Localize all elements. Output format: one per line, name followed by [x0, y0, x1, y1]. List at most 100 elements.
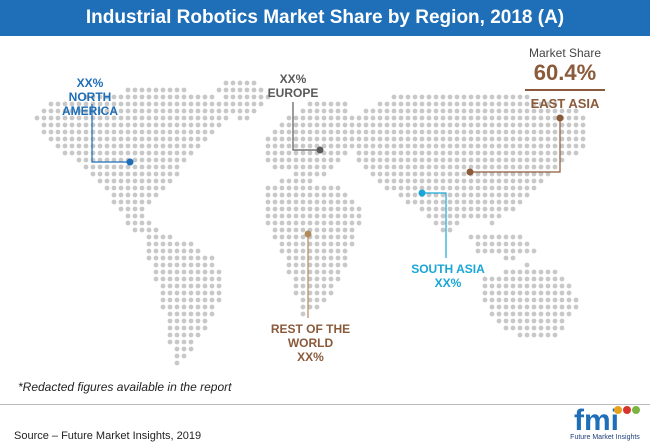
map-dot: [517, 199, 523, 205]
map-dot: [160, 115, 166, 121]
map-dot: [328, 199, 334, 205]
map-dot: [216, 283, 222, 289]
map-dot: [300, 171, 306, 177]
map-dot: [41, 108, 47, 114]
map-dot: [545, 290, 551, 296]
map-dot: [454, 122, 460, 128]
map-dot: [356, 143, 362, 149]
map-dot: [342, 192, 348, 198]
map-dot: [384, 185, 390, 191]
map-dot: [307, 171, 313, 177]
map-dot: [440, 136, 446, 142]
south-asia-label: SOUTH ASIA XX%: [398, 262, 498, 290]
map-dot: [300, 269, 306, 275]
map-dot: [398, 129, 404, 135]
map-dot: [321, 220, 327, 226]
map-dot: [272, 129, 278, 135]
map-dot: [496, 241, 502, 247]
map-dot: [153, 150, 159, 156]
map-dot: [286, 136, 292, 142]
map-dot: [468, 164, 474, 170]
map-dot: [300, 311, 306, 317]
map-dot: [293, 157, 299, 163]
map-dot: [167, 136, 173, 142]
map-dot: [153, 122, 159, 128]
map-dot: [538, 297, 544, 303]
map-dot: [111, 171, 117, 177]
map-dot: [104, 94, 110, 100]
map-dot: [314, 269, 320, 275]
map-dot: [146, 241, 152, 247]
map-dot: [97, 164, 103, 170]
map-dot: [552, 115, 558, 121]
map-dot: [496, 136, 502, 142]
map-dot: [160, 94, 166, 100]
map-dot: [195, 290, 201, 296]
map-dot: [461, 108, 467, 114]
map-dot: [300, 178, 306, 184]
map-dot: [293, 241, 299, 247]
map-dot: [524, 332, 530, 338]
map-dot: [524, 157, 530, 163]
map-dot: [209, 129, 215, 135]
map-dot: [328, 234, 334, 240]
map-dot: [174, 143, 180, 149]
map-dot: [83, 122, 89, 128]
map-dot: [132, 164, 138, 170]
map-dot: [153, 241, 159, 247]
map-dot: [188, 311, 194, 317]
map-dot: [153, 108, 159, 114]
map-dot: [482, 101, 488, 107]
map-dot: [545, 269, 551, 275]
map-dot: [104, 164, 110, 170]
map-dot: [412, 136, 418, 142]
map-dot: [174, 150, 180, 156]
map-dot: [454, 143, 460, 149]
map-dot: [97, 94, 103, 100]
map-dot: [132, 206, 138, 212]
map-dot: [202, 290, 208, 296]
rest-of-world-marker: [304, 230, 312, 238]
south-asia-name: SOUTH ASIA: [411, 262, 485, 276]
map-dot: [496, 129, 502, 135]
map-dot: [97, 136, 103, 142]
map-dot: [314, 255, 320, 261]
map-dot: [300, 164, 306, 170]
map-dot: [328, 157, 334, 163]
east-asia-caption: Market Share: [528, 46, 602, 60]
map-dot: [83, 108, 89, 114]
map-dot: [111, 122, 117, 128]
map-dot: [545, 304, 551, 310]
map-dot: [104, 143, 110, 149]
map-dot: [307, 283, 313, 289]
map-dot: [139, 115, 145, 121]
map-dot: [209, 276, 215, 282]
map-dot: [328, 255, 334, 261]
map-dot: [167, 164, 173, 170]
map-dot: [209, 283, 215, 289]
map-dot: [517, 290, 523, 296]
map-dot: [279, 199, 285, 205]
map-dot: [454, 115, 460, 121]
map-dot: [496, 185, 502, 191]
map-dot: [69, 101, 75, 107]
map-dot: [286, 213, 292, 219]
map-dot: [559, 150, 565, 156]
map-dot: [503, 185, 509, 191]
map-dot: [97, 115, 103, 121]
map-dot: [349, 241, 355, 247]
map-dot: [468, 150, 474, 156]
map-dot: [328, 143, 334, 149]
map-dot: [328, 185, 334, 191]
map-dot: [524, 164, 530, 170]
map-dot: [503, 122, 509, 128]
map-dot: [538, 290, 544, 296]
map-dot: [321, 255, 327, 261]
map-dot: [454, 192, 460, 198]
map-dot: [419, 115, 425, 121]
map-dot: [552, 332, 558, 338]
map-dot: [146, 143, 152, 149]
map-dot: [188, 94, 194, 100]
map-dot: [510, 290, 516, 296]
map-dot: [426, 206, 432, 212]
